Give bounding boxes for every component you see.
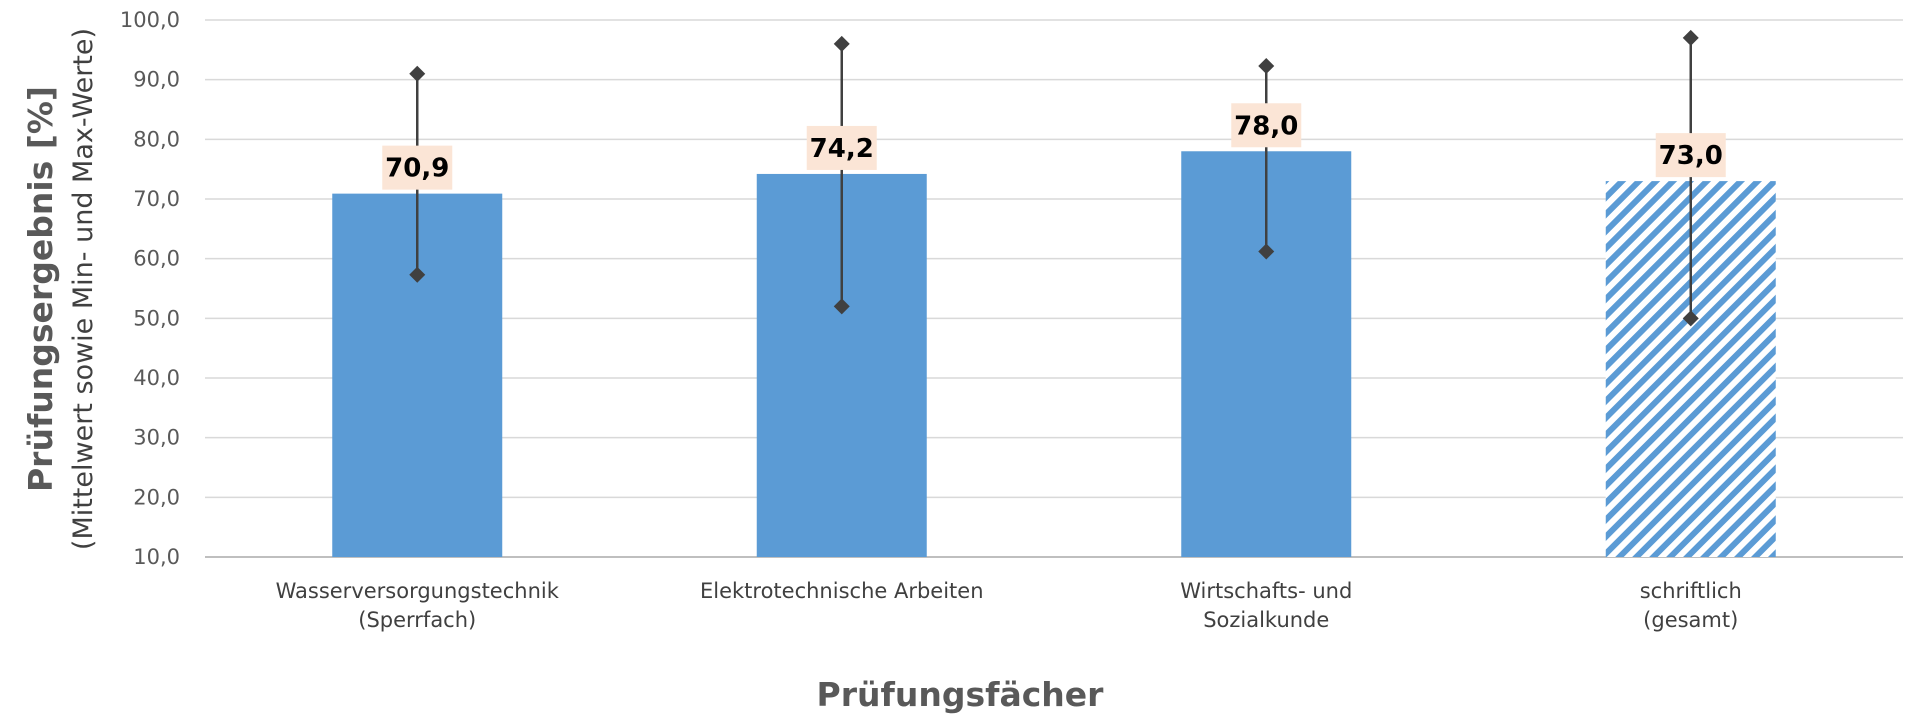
error-bars bbox=[409, 29, 1699, 327]
data-label: 73,0 bbox=[1659, 141, 1723, 171]
x-axis-title: Prüfungsfächer bbox=[817, 675, 1105, 714]
y-axis-title: Prüfungsergebnis [%] bbox=[21, 86, 60, 492]
data-label: 70,9 bbox=[385, 154, 449, 184]
y-tick-label: 80,0 bbox=[133, 127, 180, 151]
min-marker bbox=[1682, 310, 1699, 327]
category-labels: Wasserversorgungstechnik (Sperrfach) Elekt… bbox=[276, 579, 1742, 632]
y-tick-label: 40,0 bbox=[133, 366, 180, 390]
data-label: 78,0 bbox=[1234, 111, 1298, 141]
data-label-bg bbox=[806, 125, 877, 170]
data-label-bg bbox=[1231, 103, 1302, 148]
max-marker bbox=[833, 35, 850, 52]
y-axis-subtitle: (Mittelwert sowie Min- und Max-Werte) bbox=[68, 28, 99, 550]
y-tick-label: 60,0 bbox=[133, 247, 180, 271]
max-marker bbox=[1682, 29, 1699, 46]
min-marker bbox=[1258, 243, 1275, 260]
y-tick-label: 90,0 bbox=[133, 68, 180, 92]
y-tick-label: 10,0 bbox=[133, 545, 180, 569]
y-tick-label: 20,0 bbox=[133, 485, 180, 509]
category-label: schriftlich (gesamt) bbox=[1640, 579, 1742, 632]
data-label-bg bbox=[1655, 133, 1726, 178]
max-marker bbox=[409, 65, 426, 82]
y-tick-label: 30,0 bbox=[133, 426, 180, 450]
category-label: Elektrotechnische Arbeiten bbox=[700, 579, 984, 603]
category-label: Wasserversorgungstechnik (Sperrfach) bbox=[276, 579, 560, 632]
bars bbox=[332, 151, 1776, 557]
category-label: Wirtschafts- und Sozialkunde bbox=[1180, 579, 1352, 632]
data-labels: 70,9 74,2 78,0 73,0 bbox=[382, 103, 1726, 190]
data-label: 74,2 bbox=[810, 134, 874, 164]
y-tick-label: 50,0 bbox=[133, 306, 180, 330]
min-marker bbox=[409, 266, 426, 283]
data-label-bg bbox=[382, 145, 453, 190]
min-marker bbox=[833, 298, 850, 315]
y-tick-label: 100,0 bbox=[120, 8, 180, 32]
max-marker bbox=[1258, 57, 1275, 74]
y-tick-label: 70,0 bbox=[133, 187, 180, 211]
